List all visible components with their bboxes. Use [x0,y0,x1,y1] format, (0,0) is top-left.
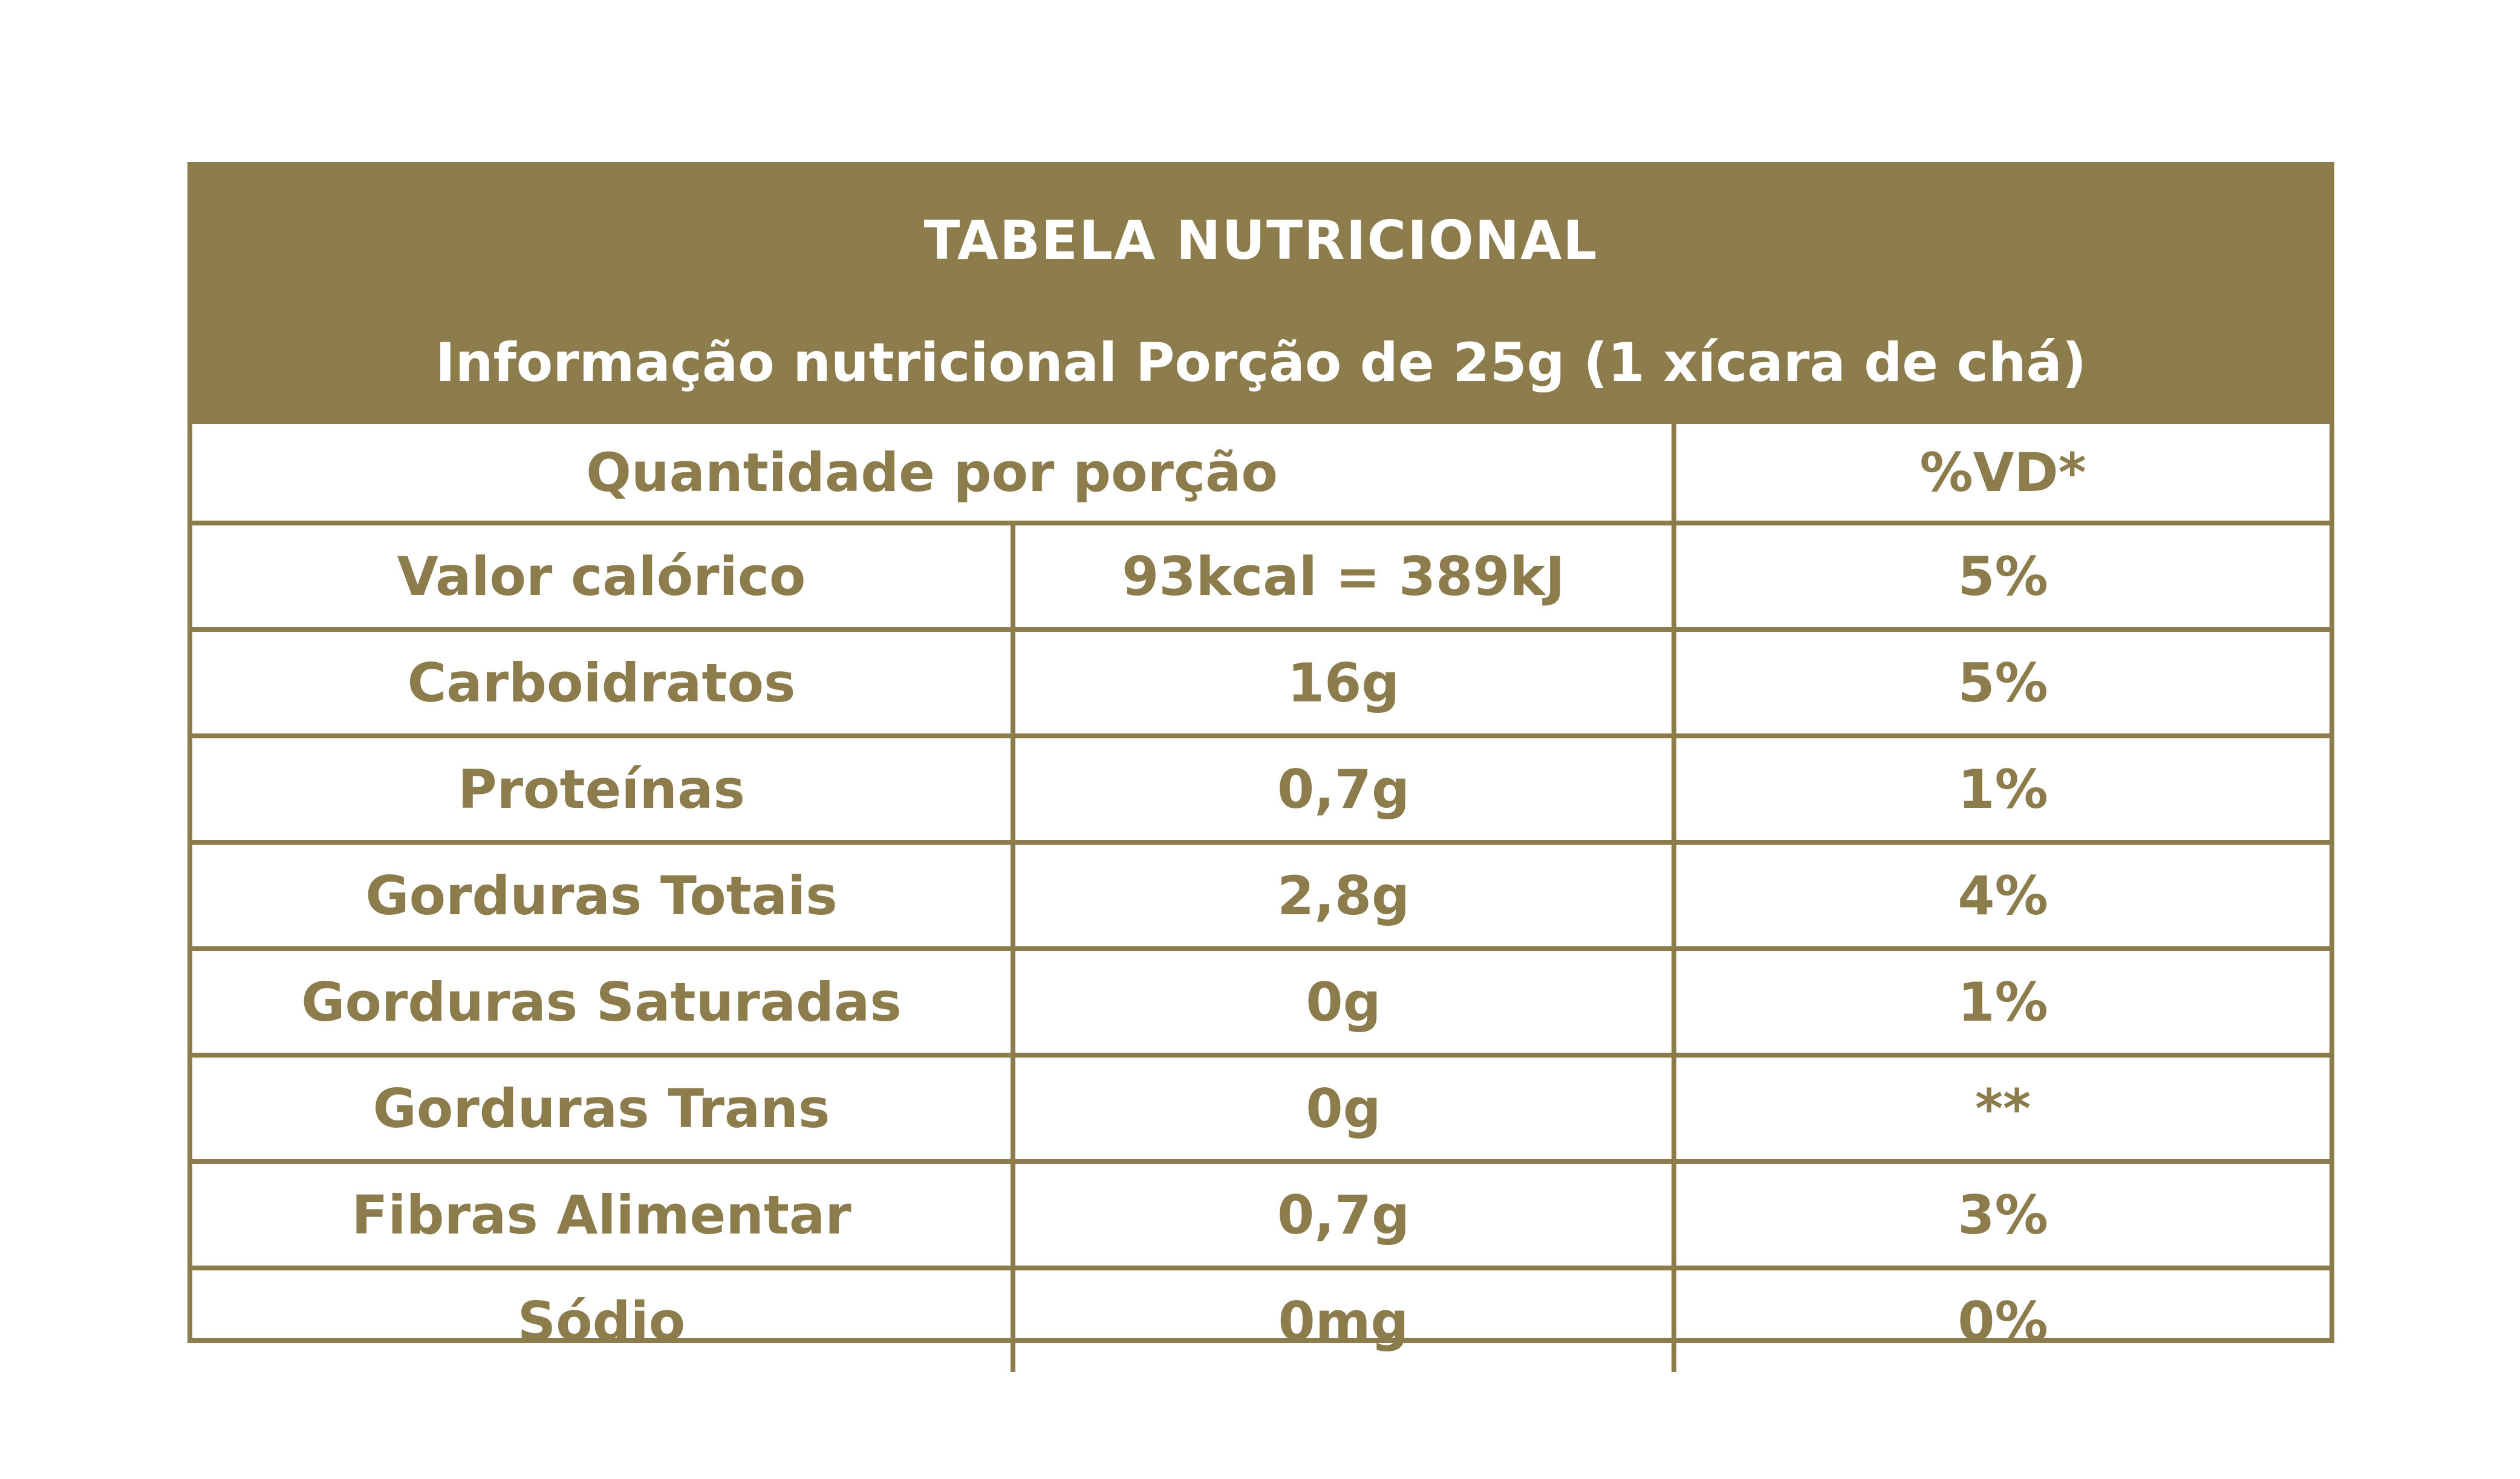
table-row: Valor calórico 93kcal = 389kJ 5% [192,521,2330,632]
table-row: Fibras Alimentar 0,7g 3% [192,1159,2330,1270]
nutrient-dv: 3% [1672,1159,2330,1270]
nutrient-name: Proteínas [192,733,1015,845]
nutrient-name: Carboidratos [192,627,1015,738]
nutrient-name: Valor calórico [192,521,1015,632]
nutrient-amount: 0g [1011,946,1676,1058]
nutrient-name: Gorduras Trans [192,1053,1015,1164]
nutrient-name: Fibras Alimentar [192,1159,1015,1270]
nutrition-table-panel: TABELA NUTRICIONAL Informação nutriciona… [187,162,2334,1372]
nutrient-dv: 1% [1672,946,2330,1058]
table-row: Proteínas 0,7g 1% [192,733,2330,845]
table-row: Carboidratos 16g 5% [192,627,2330,738]
nutrient-dv: 0% [1672,1266,2330,1372]
nutrient-dv: 1% [1672,733,2330,845]
nutrient-amount: 16g [1011,627,1676,738]
column-header-quantity: Quantidade por porção [192,424,1676,525]
table-row: Sódio 0mg 0% [192,1266,2330,1372]
table-row: Gorduras Trans 0g ** [192,1053,2330,1164]
nutrient-amount: 0mg [1011,1266,1676,1372]
nutrient-amount: 2,8g [1011,840,1676,951]
nutrition-grid: Quantidade por porção %VD* Valor calóric… [192,424,2330,1372]
table-title: TABELA NUTRICIONAL [923,209,1598,271]
nutrient-name: Gorduras Totais [192,840,1015,951]
nutrient-name: Gorduras Saturadas [192,946,1015,1058]
nutrient-dv: 5% [1672,521,2330,632]
nutrient-name: Sódio [192,1266,1015,1372]
nutrient-dv: 5% [1672,627,2330,738]
nutrient-dv: ** [1672,1053,2330,1164]
table-row: Gorduras Saturadas 0g 1% [192,946,2330,1058]
nutrient-amount: 0,7g [1011,733,1676,845]
column-header-dv: %VD* [1672,424,2330,525]
nutrient-amount: 0,7g [1011,1159,1676,1270]
nutrient-amount: 0g [1011,1053,1676,1164]
table-header: TABELA NUTRICIONAL Informação nutriciona… [192,167,2330,424]
nutrient-dv: 4% [1672,840,2330,951]
table-row: Gorduras Totais 2,8g 4% [192,840,2330,951]
table-subtitle: Informação nutricional Porção de 25g (1 … [435,331,2086,394]
nutrient-amount: 93kcal = 389kJ [1011,521,1676,632]
column-header-row: Quantidade por porção %VD* [192,424,2330,525]
